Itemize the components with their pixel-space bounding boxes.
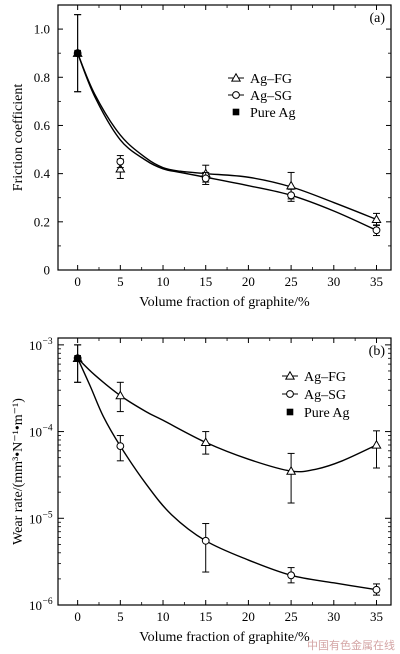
plot-frame bbox=[57, 4, 392, 271]
data-point-triangle bbox=[286, 180, 297, 190]
data-point-circle bbox=[287, 571, 296, 580]
y-tick-label-exponent: −4 bbox=[43, 424, 53, 434]
x-tick-label: 20 bbox=[242, 609, 255, 624]
y-tick-label: 1.0 bbox=[34, 22, 50, 37]
legend-label: Ag–SG bbox=[250, 89, 292, 104]
x-tick-label: 15 bbox=[199, 274, 212, 289]
y-tick-label-exponent: −5 bbox=[43, 510, 53, 520]
y-tick-label: 10 −5 bbox=[29, 510, 53, 526]
x-tick-label: 10 bbox=[157, 274, 170, 289]
y-tick-label: 0 bbox=[44, 263, 51, 278]
legend: Ag–FG Ag–SG Pure Ag bbox=[282, 370, 350, 421]
y-tick-label: 10 −3 bbox=[29, 337, 53, 353]
series-line bbox=[76, 52, 377, 221]
y-axis-title: Wear rate/(mm³•N⁻¹•m⁻¹) bbox=[11, 398, 26, 545]
data-point-triangle bbox=[286, 465, 297, 475]
x-tick-label: 30 bbox=[327, 609, 340, 624]
legend-marker-square bbox=[232, 108, 240, 116]
data-point-circle bbox=[116, 442, 125, 451]
y-tick-label-base: 10 bbox=[29, 511, 42, 526]
series-square bbox=[74, 49, 81, 57]
series-line bbox=[76, 52, 377, 231]
x-tick-label: 35 bbox=[370, 609, 383, 624]
legend-label: Pure Ag bbox=[304, 406, 350, 421]
data-point-circle bbox=[287, 191, 296, 200]
data-point-triangle bbox=[115, 390, 126, 400]
x-tick-label: 15 bbox=[199, 609, 212, 624]
y-tick-label: 10 −4 bbox=[29, 424, 53, 440]
x-tick-label: 5 bbox=[117, 274, 124, 289]
x-axis-title: Volume fraction of graphite/% bbox=[139, 295, 310, 310]
series-triangle bbox=[72, 344, 382, 504]
data-point-circle bbox=[201, 174, 210, 183]
x-tick-label: 5 bbox=[117, 609, 124, 624]
x-tick-label: 30 bbox=[327, 274, 340, 289]
legend-label: Pure Ag bbox=[250, 106, 296, 121]
y-tick-label-base: 10 bbox=[29, 338, 42, 353]
data-point-triangle bbox=[371, 214, 382, 224]
plot-frame bbox=[57, 337, 392, 606]
y-tick-label-exponent: −6 bbox=[43, 597, 53, 607]
panel-label: (b) bbox=[369, 344, 386, 359]
data-point-triangle bbox=[200, 437, 211, 447]
legend: Ag–FG Ag–SG Pure Ag bbox=[228, 72, 296, 121]
y-tick-label: 10 −6 bbox=[29, 597, 53, 613]
series-square bbox=[74, 354, 81, 362]
legend-label: Ag–FG bbox=[304, 370, 346, 385]
y-tick-label: 0.4 bbox=[34, 166, 51, 181]
x-tick-label: 0 bbox=[74, 274, 81, 289]
legend-marker-triangle bbox=[284, 370, 296, 380]
y-tick-label: 0.2 bbox=[34, 214, 50, 229]
data-point-square bbox=[74, 354, 81, 362]
y-tick-label-exponent: −3 bbox=[43, 337, 53, 347]
x-tick-label: 25 bbox=[285, 609, 298, 624]
y-axis-title: Friction coefficient bbox=[11, 84, 26, 192]
y-tick-label: 0.8 bbox=[34, 70, 50, 85]
legend-label: Ag–SG bbox=[304, 388, 346, 403]
series-line bbox=[77, 358, 377, 591]
data-point-triangle bbox=[115, 163, 126, 173]
x-tick-label: 0 bbox=[74, 609, 81, 624]
data-point-circle bbox=[372, 585, 381, 594]
data-point-square bbox=[74, 49, 81, 57]
data-point-triangle bbox=[371, 439, 382, 449]
legend-marker-triangle bbox=[230, 72, 242, 82]
data-point-circle bbox=[116, 157, 125, 166]
x-tick-label: 25 bbox=[285, 274, 298, 289]
series-circle bbox=[73, 14, 381, 237]
legend-marker-square bbox=[286, 408, 294, 416]
x-axis-title: Volume fraction of graphite/% bbox=[139, 630, 310, 645]
x-tick-label: 10 bbox=[157, 609, 170, 624]
legend-label: Ag–FG bbox=[250, 72, 292, 87]
x-tick-label: 35 bbox=[370, 274, 383, 289]
data-point-circle bbox=[201, 536, 210, 545]
y-tick-label-base: 10 bbox=[29, 598, 42, 613]
legend-marker-circle bbox=[232, 91, 240, 99]
legend-marker-circle bbox=[286, 390, 294, 398]
panel-a-friction-chart: 0 5 10 15 20 25 30 35 0 0.2 0.4 0.6 0.8 1.0 Volume fra… bbox=[11, 4, 392, 310]
y-tick-label-base: 10 bbox=[29, 425, 42, 440]
data-point-circle bbox=[372, 226, 381, 235]
x-tick-label: 20 bbox=[242, 274, 255, 289]
panel-label: (a) bbox=[369, 11, 385, 26]
series-triangle bbox=[72, 14, 382, 226]
watermark-text: 中国有色金属在线 bbox=[307, 638, 395, 652]
y-tick-label: 0.6 bbox=[34, 118, 51, 133]
